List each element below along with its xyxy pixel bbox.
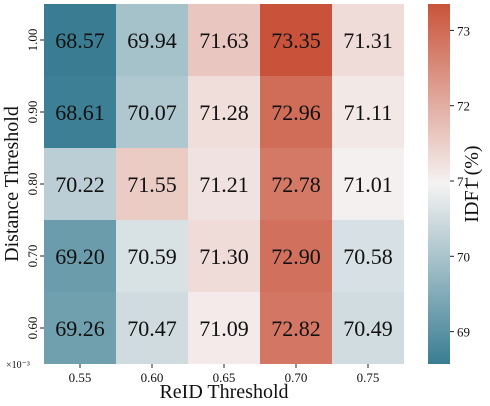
heatmap-cell xyxy=(332,292,404,364)
x-tick-label: 0.75 xyxy=(357,370,380,385)
cell-value-label: 72.96 xyxy=(271,100,321,125)
colorbar xyxy=(428,4,450,364)
heatmap-cell xyxy=(260,220,332,292)
cell-value-label: 72.90 xyxy=(271,244,321,269)
heatmap-cell xyxy=(188,4,260,76)
heatmap-cell xyxy=(260,4,332,76)
cell-value-label: 69.94 xyxy=(127,28,177,53)
cell-value-label: 71.21 xyxy=(199,172,249,197)
y-scale-note: ×10⁻³ xyxy=(6,360,30,371)
heatmap-cell xyxy=(116,76,188,148)
colorbar-tick-label: 70 xyxy=(457,249,470,264)
cell-value-label: 72.78 xyxy=(271,172,321,197)
cell-value-label: 73.35 xyxy=(271,28,321,53)
cell-value-label: 69.20 xyxy=(55,244,105,269)
y-tick-label: 1.00 xyxy=(25,29,40,52)
heatmap-cell xyxy=(188,148,260,220)
cell-value-label: 68.61 xyxy=(55,100,105,125)
y-tick-label: 0.60 xyxy=(25,317,40,340)
cell-value-label: 71.09 xyxy=(199,316,249,341)
cell-value-label: 71.11 xyxy=(344,100,393,125)
cell-value-label: 71.63 xyxy=(199,28,249,53)
colorbar-tick-label: 72 xyxy=(457,99,470,114)
heatmap-cell xyxy=(260,292,332,364)
x-tick-label: 0.70 xyxy=(285,370,308,385)
heatmap-cell xyxy=(116,220,188,292)
cell-value-label: 70.59 xyxy=(127,244,177,269)
colorbar-label: IDF1 (%) xyxy=(461,145,483,222)
cell-value-label: 71.31 xyxy=(343,28,393,53)
cell-value-label: 70.49 xyxy=(343,316,393,341)
heatmap-cell xyxy=(260,148,332,220)
y-tick-label: 0.80 xyxy=(25,173,40,196)
cell-value-label: 70.47 xyxy=(127,316,177,341)
cell-value-label: 70.07 xyxy=(127,100,177,125)
x-tick-label: 0.65 xyxy=(213,370,236,385)
colorbar-tick-label: 73 xyxy=(457,23,470,38)
colorbar-tick-label: 71 xyxy=(457,174,470,189)
heatmap-cell xyxy=(188,292,260,364)
heatmap-cell xyxy=(44,220,116,292)
heatmap-cell xyxy=(44,292,116,364)
cell-value-label: 70.22 xyxy=(55,172,105,197)
heatmap-cell xyxy=(332,148,404,220)
heatmap-cell xyxy=(332,220,404,292)
cell-value-label: 72.82 xyxy=(271,316,321,341)
cell-value-label: 71.28 xyxy=(199,100,249,125)
cell-value-label: 69.26 xyxy=(55,316,105,341)
cell-value-label: 68.57 xyxy=(55,28,105,53)
heatmap-cell xyxy=(188,76,260,148)
heatmap-cell xyxy=(44,76,116,148)
cell-value-label: 70.58 xyxy=(343,244,393,269)
heatmap-cell xyxy=(260,76,332,148)
heatmap-cell xyxy=(332,4,404,76)
heatmap-cell xyxy=(116,4,188,76)
y-tick-label: 0.90 xyxy=(25,101,40,124)
colorbar-tick-label: 69 xyxy=(457,325,470,340)
heatmap-cell xyxy=(116,292,188,364)
heatmap-cell xyxy=(188,220,260,292)
heatmap-cell xyxy=(116,148,188,220)
cell-value-label: 71.30 xyxy=(199,244,249,269)
cell-value-label: 71.01 xyxy=(343,172,393,197)
x-tick-label: 0.60 xyxy=(141,370,164,385)
y-axis-label: Distance Threshold xyxy=(1,106,23,262)
heatmap-cell xyxy=(44,148,116,220)
cell-value-label: 71.55 xyxy=(127,172,177,197)
y-tick-label: 0.70 xyxy=(25,245,40,268)
x-tick-label: 0.55 xyxy=(69,370,92,385)
heatmap-cell xyxy=(332,76,404,148)
x-axis-label: ReID Threshold xyxy=(159,381,288,403)
heatmap-cell xyxy=(44,4,116,76)
